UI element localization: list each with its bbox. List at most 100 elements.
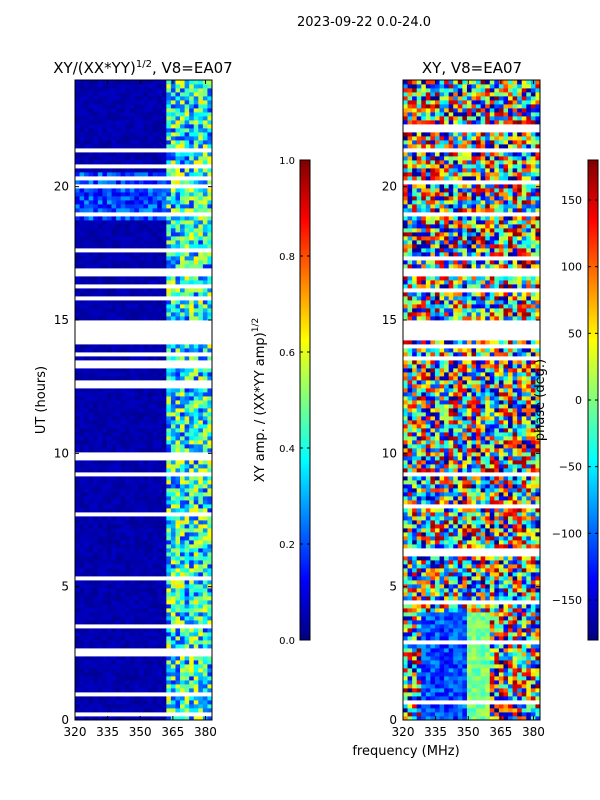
heatmap-cell [416, 712, 422, 717]
heatmap-cell [180, 144, 185, 149]
heatmap-cell [198, 236, 204, 241]
heatmap-cell [138, 604, 144, 609]
heatmap-cell [88, 612, 94, 617]
heatmap-cell [125, 416, 131, 421]
heatmap-cell [152, 704, 158, 709]
heatmap-cell [111, 136, 117, 141]
heatmap-cell [125, 632, 131, 637]
heatmap-cell [448, 672, 454, 677]
heatmap-cell [157, 440, 163, 445]
heatmap-cell [84, 532, 90, 537]
heatmap-cell [134, 704, 140, 709]
heatmap-cell [466, 572, 472, 577]
heatmap-cell [102, 572, 108, 577]
heatmap-cell [134, 596, 140, 601]
heatmap-cell [193, 672, 199, 677]
heatmap-cell [111, 396, 117, 401]
heatmap-cell [152, 708, 158, 713]
heatmap-cell [125, 444, 131, 449]
heatmap-cell [75, 292, 80, 297]
heatmap-cell [166, 108, 172, 113]
heatmap-cell [79, 80, 85, 85]
heatmap-cell [152, 560, 158, 565]
heatmap-cell [97, 572, 103, 577]
heatmap-cell [93, 84, 99, 89]
heatmap-cell [412, 624, 418, 629]
heatmap-cell [79, 676, 85, 681]
heatmap-cell [102, 116, 108, 121]
heatmap-cell [148, 160, 154, 165]
heatmap-cell [462, 608, 468, 613]
heatmap-cell [412, 656, 418, 661]
heatmap-cell [175, 300, 181, 305]
heatmap-cell [116, 428, 122, 433]
heatmap-cell [152, 436, 158, 441]
heatmap-cell [143, 276, 149, 281]
heatmap-cell [75, 580, 80, 585]
heatmap-cell [111, 520, 117, 525]
heatmap-cell [407, 656, 413, 661]
heatmap-cell [97, 108, 103, 113]
heatmap-cell [138, 560, 144, 565]
heatmap-cell [88, 208, 94, 213]
heatmap-cell [84, 492, 90, 497]
heatmap-cell [184, 580, 190, 585]
heatmap-cell [152, 584, 158, 589]
heatmap-cell [88, 88, 94, 93]
heatmap-cell [466, 620, 472, 625]
heatmap-cell [189, 444, 195, 449]
heatmap-cell [134, 92, 140, 97]
heatmap-cell [148, 428, 154, 433]
heatmap-cell [193, 256, 199, 261]
heatmap-cell [198, 220, 204, 225]
heatmap-cell [84, 192, 90, 197]
heatmap-cell [416, 568, 422, 573]
heatmap-cell [129, 372, 135, 377]
heatmap-cell [416, 612, 422, 617]
heatmap-cell [157, 112, 163, 117]
heatmap-cell [102, 440, 108, 445]
heatmap-cell [416, 668, 422, 673]
heatmap-gap-row [75, 364, 212, 369]
heatmap-cell [198, 192, 204, 197]
heatmap-cell [193, 632, 199, 637]
heatmap-cell [84, 440, 90, 445]
heatmap-cell [97, 232, 103, 237]
heatmap-cell [412, 712, 418, 717]
heatmap-cell [111, 640, 117, 645]
heatmap-cell [535, 596, 541, 601]
heatmap-cell [125, 460, 131, 465]
heatmap-cell [184, 544, 190, 549]
heatmap-cell [434, 576, 440, 581]
heatmap-cell [207, 104, 213, 109]
heatmap-cell [193, 656, 199, 661]
heatmap-cell [93, 388, 99, 393]
heatmap-cell [84, 348, 90, 353]
heatmap-cell [207, 220, 213, 225]
heatmap-cell [439, 608, 445, 613]
heatmap-cell [207, 240, 213, 245]
heatmap-cell [120, 548, 126, 553]
heatmap-cell [106, 688, 112, 693]
heatmap-cell [106, 464, 112, 469]
heatmap-cell [180, 504, 185, 509]
heatmap-cell [170, 116, 176, 121]
heatmap-cell [138, 480, 144, 485]
heatmap-cell [184, 168, 190, 173]
heatmap-cell [425, 604, 431, 609]
heatmap-cell [416, 692, 422, 697]
heatmap-cell [120, 376, 126, 381]
heatmap-cell [180, 128, 185, 133]
heatmap-cell [143, 220, 149, 225]
heatmap-cell [498, 604, 504, 609]
heatmap-cell [143, 488, 149, 493]
heatmap-cell [175, 172, 181, 177]
heatmap-cell [184, 668, 190, 673]
heatmap-cell [120, 668, 126, 673]
heatmap-cell [116, 304, 122, 309]
heatmap-cell [93, 236, 99, 241]
heatmap-cell [430, 672, 436, 677]
heatmap-cell [84, 300, 90, 305]
heatmap-cell [75, 240, 80, 245]
heatmap-cell [102, 668, 108, 673]
